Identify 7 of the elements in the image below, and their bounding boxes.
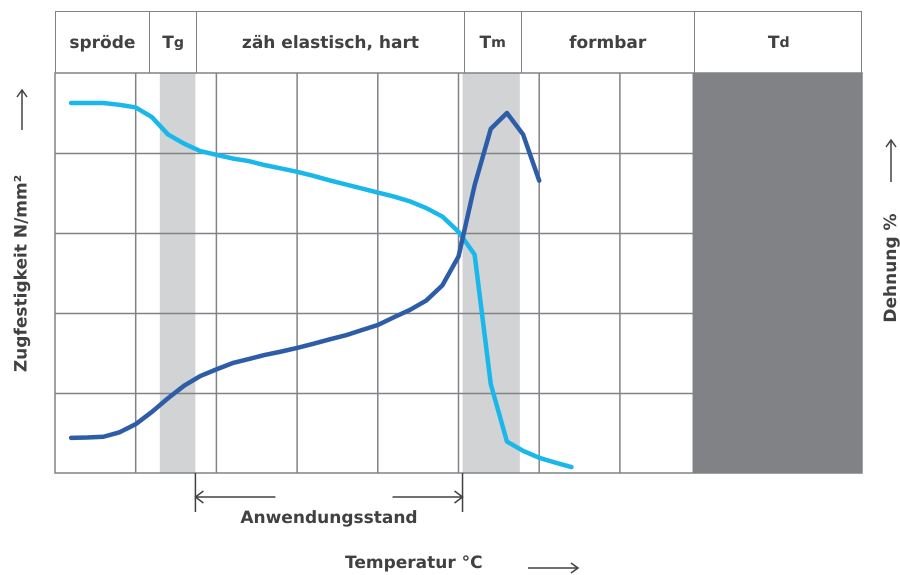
y-axis-title: Zugfestigkeit N/mm²	[12, 174, 32, 372]
y2-axis-title: Dehnung %	[881, 213, 900, 323]
text: formbar	[520, 12, 694, 73]
x-axis-title: Temperatur °C	[345, 553, 483, 573]
text: zäh elastisch, hart	[196, 12, 464, 73]
text: spröde	[68, 32, 136, 54]
text: Anwendungsstand	[240, 508, 418, 528]
